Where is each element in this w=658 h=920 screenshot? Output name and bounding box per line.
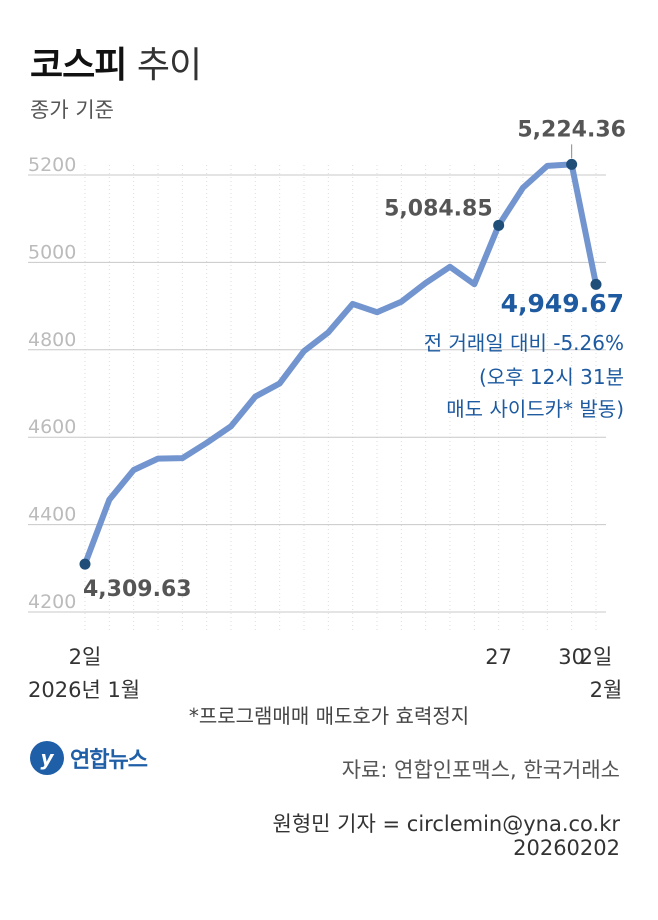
x-month-label: 2026년 1월 [28,678,140,702]
data-point [493,219,505,231]
y-tick-label: 4400 [28,504,76,526]
sidecar-note: 매도 사이드카* 발동) [446,397,624,421]
data-label: 4,309.63 [83,577,192,602]
sidecar-note: (오후 12시 31분 [479,365,624,389]
publish-date: 20260202 [513,836,620,860]
x-tick-label: 2일 [580,645,613,669]
y-tick-label: 5000 [28,241,76,263]
data-point [590,278,602,290]
yonhap-logo-icon: y [30,741,64,775]
title-bold: 코스피 [30,45,127,86]
y-tick-label: 4200 [28,591,76,613]
yonhap-logo: y 연합뉴스 [30,738,148,778]
chart-title: 코스피 추이 [30,36,202,88]
footnote: *프로그램매매 매도호가 효력정지 [188,704,470,728]
data-label: 5,224.36 [517,117,626,142]
yonhap-logo-name: 연합뉴스 [70,748,148,773]
x-tick-label: 27 [485,645,512,669]
title-light: 추이 [136,45,202,86]
change-label: 전 거래일 대비 -5.26% [424,331,624,355]
y-tick-label: 5200 [28,154,76,176]
series-line [82,161,599,568]
y-tick-label: 4600 [28,416,76,438]
last-value-label: 4,949.67 [501,289,624,318]
data-point [566,158,578,170]
data-point [79,558,91,570]
reporter-credit: 원형민 기자 = circlemin@yna.co.kr [272,812,620,836]
source-text: 자료: 연합인포맥스, 한국거래소 [341,758,620,782]
x-month-label: 2월 [590,678,623,702]
data-label: 5,084.85 [384,196,493,221]
chart-subtitle: 종가 기준 [30,98,114,122]
x-tick-label: 2일 [69,645,102,669]
y-tick-label: 4800 [28,329,76,351]
x-tick-label: 30 [558,645,585,669]
